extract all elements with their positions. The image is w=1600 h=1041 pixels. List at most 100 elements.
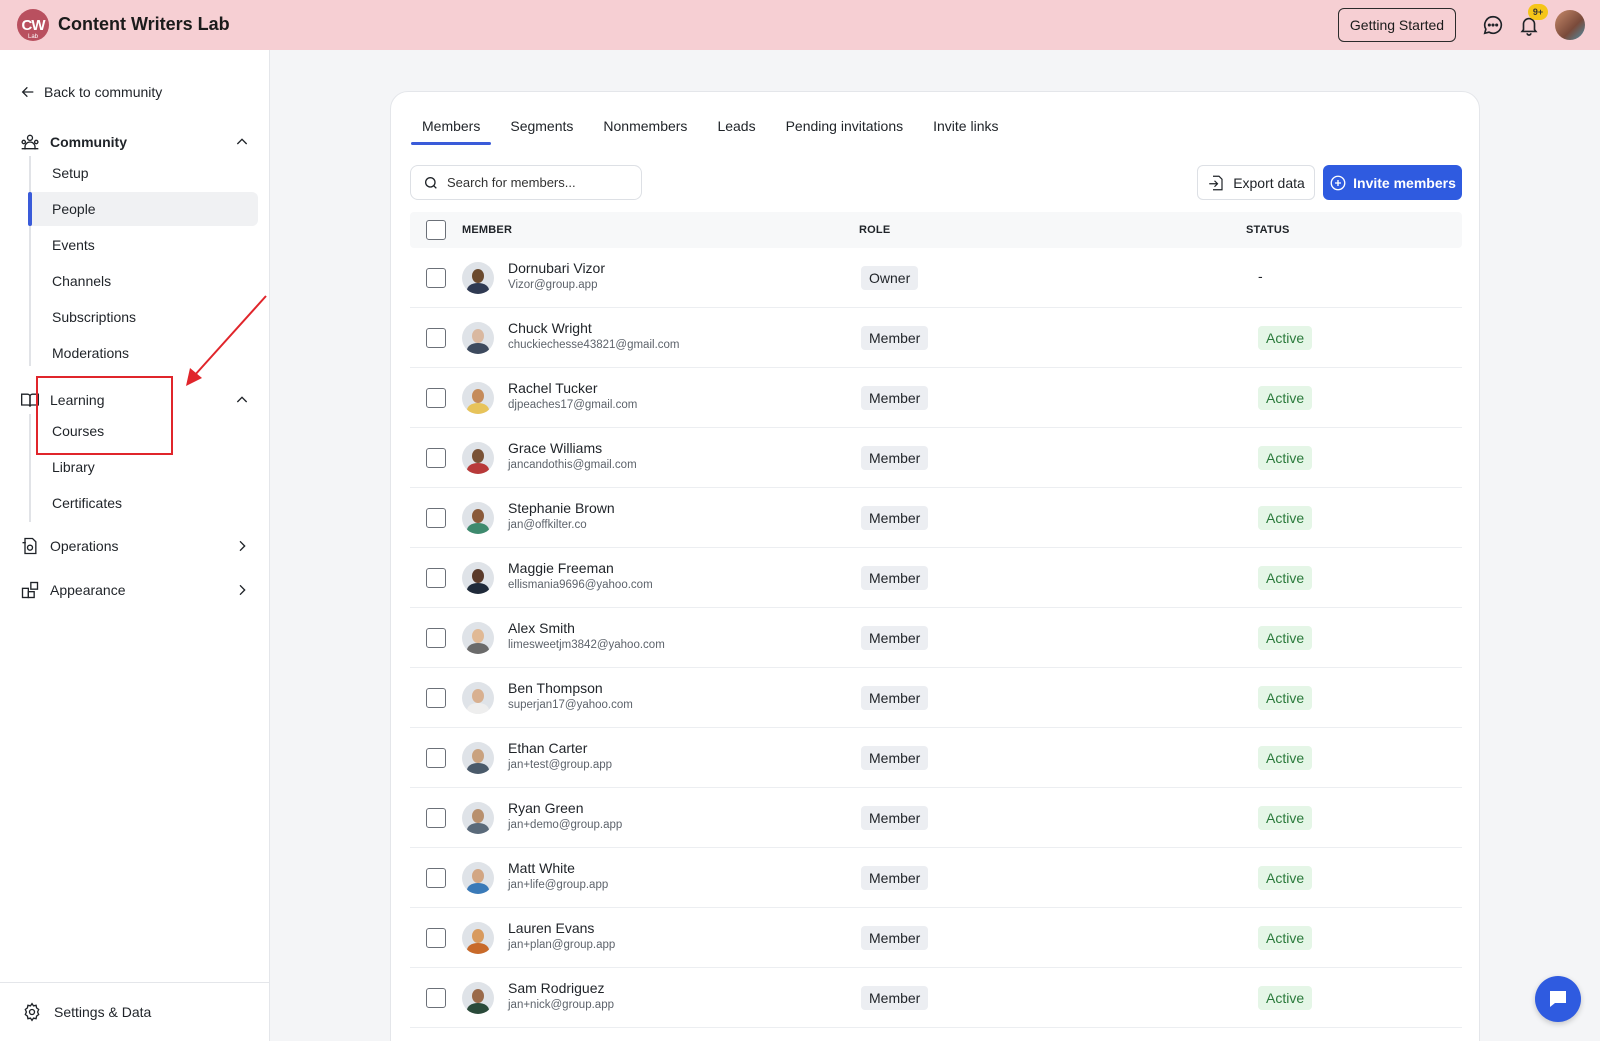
member-name[interactable]: Grace Williams — [508, 440, 603, 456]
member-name[interactable]: Dornubari Vizor — [508, 260, 606, 276]
row-checkbox[interactable] — [426, 928, 446, 948]
header-status[interactable]: STATUS — [1246, 224, 1290, 236]
member-avatar[interactable] — [462, 922, 494, 954]
table-row[interactable]: Matt White jan+life@group.app Member Act… — [410, 848, 1462, 908]
member-name[interactable]: Ryan Green — [508, 800, 584, 816]
member-avatar[interactable] — [462, 562, 494, 594]
row-checkbox[interactable] — [426, 868, 446, 888]
sidebar-item-courses[interactable]: Courses — [52, 423, 105, 439]
row-checkbox[interactable] — [426, 268, 446, 288]
member-avatar[interactable] — [462, 442, 494, 474]
chevron-up-icon[interactable] — [234, 134, 250, 150]
chevron-right-icon[interactable] — [234, 582, 250, 598]
role-badge: Member — [861, 446, 929, 470]
member-name[interactable]: Matt White — [508, 860, 575, 876]
export-data-button[interactable]: Export data — [1197, 165, 1315, 200]
tab-pending-invitations[interactable]: Pending invitations — [785, 118, 904, 134]
table-row[interactable]: Ryan Green jan+demo@group.app Member Act… — [410, 788, 1462, 848]
header-role[interactable]: ROLE — [859, 224, 891, 236]
sidebar-item-channels[interactable]: Channels — [52, 273, 112, 289]
table-row[interactable]: Sam Rodriguez jan+nick@group.app Member … — [410, 968, 1462, 1028]
app-logo[interactable]: CW Lab — [17, 9, 49, 41]
tab-invite-links[interactable]: Invite links — [933, 118, 999, 134]
member-avatar[interactable] — [462, 262, 494, 294]
invite-members-button[interactable]: Invite members — [1323, 165, 1462, 200]
getting-started-button[interactable]: Getting Started — [1338, 8, 1456, 42]
member-name[interactable]: Alex Smith — [508, 620, 575, 636]
section-community[interactable]: Community — [20, 128, 250, 156]
member-avatar[interactable] — [462, 682, 494, 714]
select-all-checkbox[interactable] — [426, 220, 446, 240]
search-input[interactable] — [447, 175, 627, 190]
chevron-up-icon[interactable] — [234, 392, 250, 408]
bell-icon[interactable] — [1518, 14, 1540, 36]
member-name[interactable]: Chuck Wright — [508, 320, 592, 336]
tab-nonmembers[interactable]: Nonmembers — [603, 118, 688, 134]
user-avatar[interactable] — [1555, 10, 1585, 40]
sidebar-item-moderations[interactable]: Moderations — [52, 345, 130, 361]
row-checkbox[interactable] — [426, 688, 446, 708]
row-checkbox[interactable] — [426, 568, 446, 588]
sidebar-item-certificates[interactable]: Certificates — [52, 495, 123, 511]
row-checkbox[interactable] — [426, 808, 446, 828]
section-appearance[interactable]: Appearance — [20, 576, 250, 604]
sidebar-item-events[interactable]: Events — [52, 237, 95, 253]
member-name[interactable]: Sam Rodriguez — [508, 980, 605, 996]
row-checkbox[interactable] — [426, 508, 446, 528]
member-name[interactable]: Rachel Tucker — [508, 380, 598, 396]
section-learning[interactable]: Learning — [20, 386, 250, 414]
member-avatar[interactable] — [462, 982, 494, 1014]
section-appearance-label: Appearance — [50, 582, 126, 598]
app-title[interactable]: Content Writers Lab — [58, 14, 230, 34]
table-row[interactable]: Dornubari Vizor Vizor@group.app Owner - — [410, 248, 1462, 308]
learning-tree-line — [29, 414, 31, 522]
tabs-bar: Members Segments Nonmembers Leads Pending in… — [411, 112, 1017, 145]
member-email: jancandothis@gmail.com — [508, 459, 637, 471]
section-operations[interactable]: Operations — [20, 532, 250, 560]
sidebar-item-library[interactable]: Library — [52, 459, 95, 475]
member-avatar[interactable] — [462, 742, 494, 774]
table-row[interactable]: Ethan Carter jan+test@group.app Member A… — [410, 728, 1462, 788]
support-chat-button[interactable] — [1535, 976, 1581, 1022]
row-checkbox[interactable] — [426, 388, 446, 408]
member-avatar[interactable] — [462, 622, 494, 654]
member-avatar[interactable] — [462, 382, 494, 414]
table-row[interactable]: Alex Smith limesweetjm3842@yahoo.com Mem… — [410, 608, 1462, 668]
role-badge: Member — [861, 386, 929, 410]
table-row[interactable]: Chuck Wright chuckiechesse43821@gmail.co… — [410, 308, 1462, 368]
member-avatar[interactable] — [462, 502, 494, 534]
member-email: limesweetjm3842@yahoo.com — [508, 639, 665, 651]
back-to-community-link[interactable]: Back to community — [20, 84, 162, 100]
row-checkbox[interactable] — [426, 988, 446, 1008]
row-checkbox[interactable] — [426, 628, 446, 648]
settings-and-data-link[interactable]: Settings & Data — [0, 982, 270, 1041]
member-avatar[interactable] — [462, 802, 494, 834]
row-checkbox[interactable] — [426, 748, 446, 768]
member-avatar[interactable] — [462, 862, 494, 894]
row-checkbox[interactable] — [426, 328, 446, 348]
search-field[interactable] — [410, 165, 642, 200]
chevron-right-icon[interactable] — [234, 538, 250, 554]
member-name[interactable]: Ben Thompson — [508, 680, 603, 696]
table-row[interactable]: Maggie Freeman ellismania9696@yahoo.com … — [410, 548, 1462, 608]
table-row[interactable]: Rachel Tucker djpeaches17@gmail.com Memb… — [410, 368, 1462, 428]
row-checkbox[interactable] — [426, 448, 446, 468]
tab-segments[interactable]: Segments — [510, 118, 574, 134]
sidebar-item-people[interactable]: People — [30, 192, 258, 226]
table-row[interactable]: Lauren Evans jan+plan@group.app Member A… — [410, 908, 1462, 968]
sidebar-item-setup[interactable]: Setup — [52, 165, 89, 181]
table-row[interactable]: Stephanie Brown jan@offkilter.co Member … — [410, 488, 1462, 548]
chat-icon[interactable] — [1482, 14, 1504, 36]
header-member[interactable]: MEMBER — [462, 224, 513, 236]
member-name[interactable]: Maggie Freeman — [508, 560, 614, 576]
member-avatar[interactable] — [462, 322, 494, 354]
back-link-label: Back to community — [44, 84, 163, 100]
member-name[interactable]: Ethan Carter — [508, 740, 588, 756]
tab-members[interactable]: Members — [411, 112, 492, 145]
table-row[interactable]: Ben Thompson superjan17@yahoo.com Member… — [410, 668, 1462, 728]
sidebar-item-subscriptions[interactable]: Subscriptions — [52, 309, 137, 325]
tab-leads[interactable]: Leads — [717, 118, 756, 134]
member-name[interactable]: Stephanie Brown — [508, 500, 615, 516]
member-name[interactable]: Lauren Evans — [508, 920, 595, 936]
table-row[interactable]: Grace Williams jancandothis@gmail.com Me… — [410, 428, 1462, 488]
